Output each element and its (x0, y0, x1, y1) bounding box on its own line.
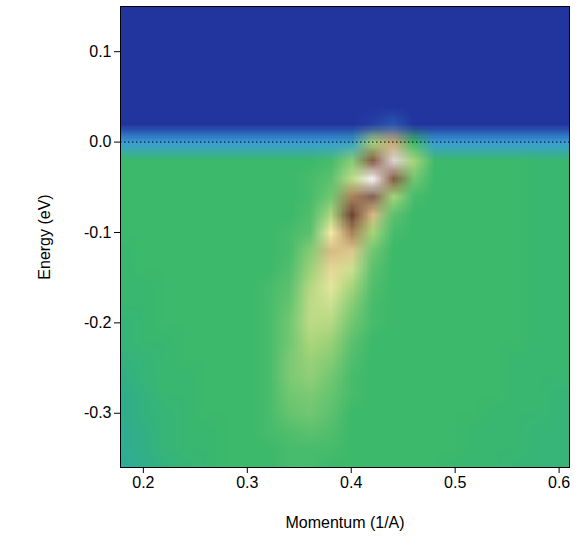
svg-text:0.2: 0.2 (132, 474, 154, 491)
svg-text:-0.2: -0.2 (84, 314, 112, 331)
svg-text:0.1: 0.1 (89, 43, 111, 60)
svg-text:0.0: 0.0 (89, 133, 111, 150)
svg-text:0.3: 0.3 (236, 474, 258, 491)
svg-text:Momentum (1/A): Momentum (1/A) (285, 514, 404, 531)
svg-text:-0.1: -0.1 (84, 224, 112, 241)
svg-text:0.5: 0.5 (444, 474, 466, 491)
svg-text:-0.3: -0.3 (84, 404, 112, 421)
svg-text:0.4: 0.4 (340, 474, 362, 491)
svg-text:0.6: 0.6 (548, 474, 570, 491)
svg-text:Energy (eV): Energy (eV) (36, 194, 53, 279)
